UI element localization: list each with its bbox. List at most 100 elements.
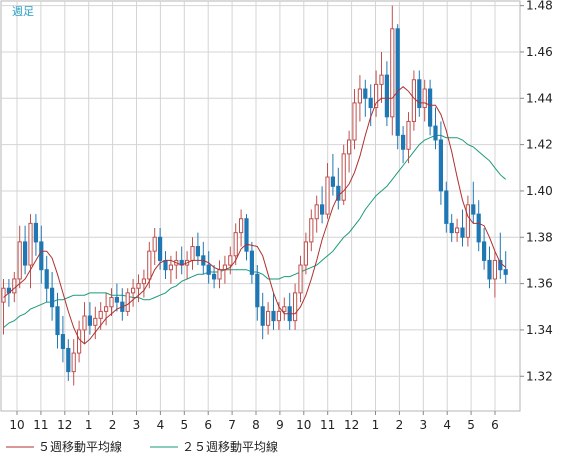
- candle-body: [449, 222, 454, 234]
- candle-body: [368, 97, 373, 109]
- candle-body: [336, 185, 341, 201]
- candle-body: [341, 153, 346, 201]
- candle-body: [401, 134, 406, 150]
- candle-up: [390, 5, 395, 136]
- candle-up: [228, 246, 233, 275]
- candle-down: [449, 214, 454, 242]
- x-tick-label: 1: [85, 418, 93, 432]
- candle-up: [455, 218, 460, 242]
- candle-body: [23, 241, 28, 266]
- candle-body: [320, 204, 325, 215]
- candle-body: [77, 329, 82, 354]
- candle-up: [282, 297, 287, 321]
- candle-up: [17, 225, 22, 289]
- candle-body: [411, 79, 416, 122]
- candle-down: [50, 272, 55, 321]
- candle-body: [347, 139, 352, 155]
- candle-down: [336, 167, 341, 210]
- x-tick-label: 9: [276, 418, 284, 432]
- candle-body: [71, 352, 76, 373]
- candle-body: [1, 287, 6, 303]
- candle-body: [406, 120, 411, 150]
- x-tick-label: 3: [419, 418, 427, 432]
- candle-up: [12, 272, 17, 303]
- y-tick-label: 1.48: [526, 0, 553, 13]
- candle-up: [309, 209, 314, 252]
- candle-up: [125, 288, 130, 317]
- candle-body: [271, 310, 276, 322]
- candle-body: [125, 292, 130, 312]
- candle-body: [374, 83, 379, 109]
- x-tick-label: 6: [491, 418, 499, 432]
- candle-body: [114, 296, 120, 303]
- candle-up: [152, 228, 157, 266]
- candle-up: [379, 51, 384, 103]
- candle-body: [244, 218, 249, 252]
- candle-body: [206, 264, 211, 275]
- candle-up: [465, 195, 470, 247]
- x-tick-label: 2: [109, 418, 117, 432]
- candle-down: [433, 107, 438, 150]
- y-tick-label: 1.42: [526, 138, 553, 152]
- candle-body: [82, 315, 87, 331]
- candle-up: [357, 75, 362, 122]
- candle-up: [109, 288, 114, 317]
- candle-down: [255, 265, 260, 321]
- candle-up: [104, 292, 109, 326]
- candle-body: [190, 246, 195, 261]
- x-tick-label: 7: [228, 418, 236, 432]
- candle-up: [406, 112, 411, 164]
- candle-body: [357, 88, 362, 104]
- candle-body: [455, 227, 460, 234]
- candle-body: [395, 28, 400, 136]
- legend: ５週移動平均線 ２５週移動平均線: [6, 439, 278, 454]
- candle-body: [255, 273, 260, 308]
- candle-up: [352, 89, 357, 150]
- candle-body: [471, 204, 476, 215]
- period-label: 週足: [12, 5, 34, 18]
- candle-up: [239, 209, 244, 247]
- candle-body: [98, 310, 103, 319]
- candle-down: [244, 214, 249, 261]
- candle-body: [433, 125, 438, 141]
- candle-down: [363, 79, 368, 117]
- x-tick-label: 11: [320, 418, 335, 432]
- y-axis: 1.32 1.34 1.36 1.38 1.40 1.42 1.44 1.46 1.48: [520, 0, 553, 383]
- candle-body: [325, 176, 330, 215]
- candle-up: [314, 195, 319, 233]
- candle-body: [136, 283, 141, 289]
- candle-body: [314, 204, 319, 220]
- x-axis: 10 11 12 1 2 3 4 5 6 7 8 9 10 11 12 1 2 3 4 5 6: [9, 411, 499, 432]
- candle-body: [195, 246, 201, 257]
- candle-body: [44, 269, 49, 289]
- x-tick-label: 8: [252, 418, 260, 432]
- candle-body: [282, 306, 287, 312]
- candle-body: [212, 273, 217, 280]
- candle-body: [465, 204, 470, 238]
- candle-body: [476, 213, 481, 243]
- candle-up: [298, 255, 303, 303]
- candle-body: [492, 259, 497, 280]
- x-tick-label: 3: [133, 418, 141, 432]
- candle-up: [141, 269, 147, 298]
- candle-up: [293, 283, 298, 330]
- candle-down: [320, 186, 325, 224]
- y-tick-label: 1.36: [526, 277, 553, 291]
- candle-body: [104, 306, 109, 312]
- candle-up: [341, 144, 346, 205]
- candle-body: [444, 190, 449, 224]
- candle-down: [476, 200, 481, 252]
- x-tick-label: 12: [344, 418, 359, 432]
- candle-body: [217, 269, 222, 280]
- candle-down: [33, 214, 38, 256]
- x-tick-label: 5: [467, 418, 475, 432]
- candle-body: [260, 306, 265, 326]
- candle-body: [168, 264, 174, 271]
- candle-down: [55, 292, 60, 349]
- candle-down: [482, 228, 487, 270]
- candle-body: [50, 287, 55, 308]
- x-tick-label: 4: [443, 418, 451, 432]
- candle-down: [271, 292, 276, 330]
- candle-body: [12, 278, 17, 294]
